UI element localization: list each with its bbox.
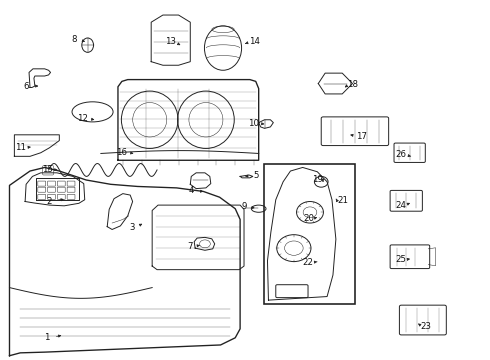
Text: 4: 4 xyxy=(189,186,194,195)
Text: 17: 17 xyxy=(356,132,367,141)
Text: 18: 18 xyxy=(347,80,358,89)
Text: 25: 25 xyxy=(396,255,407,264)
Text: 8: 8 xyxy=(71,35,77,44)
Text: 24: 24 xyxy=(396,201,407,210)
Text: 10: 10 xyxy=(248,119,259,128)
Text: 20: 20 xyxy=(303,214,314,223)
Text: 5: 5 xyxy=(253,171,259,180)
Text: 3: 3 xyxy=(130,223,135,232)
Text: 16: 16 xyxy=(116,148,127,157)
Text: 7: 7 xyxy=(188,242,193,251)
Text: 14: 14 xyxy=(249,37,260,46)
Text: 6: 6 xyxy=(24,82,29,91)
Text: 23: 23 xyxy=(420,322,431,331)
Text: 2: 2 xyxy=(47,197,52,206)
Text: 21: 21 xyxy=(337,195,348,204)
Text: 26: 26 xyxy=(396,150,407,159)
Text: 13: 13 xyxy=(165,37,176,46)
Text: 22: 22 xyxy=(302,258,313,267)
Text: 12: 12 xyxy=(77,114,88,123)
Text: 11: 11 xyxy=(15,143,26,152)
Text: 19: 19 xyxy=(312,175,323,184)
Text: 15: 15 xyxy=(42,165,52,174)
Text: 1: 1 xyxy=(45,333,50,342)
Text: 9: 9 xyxy=(242,202,246,211)
